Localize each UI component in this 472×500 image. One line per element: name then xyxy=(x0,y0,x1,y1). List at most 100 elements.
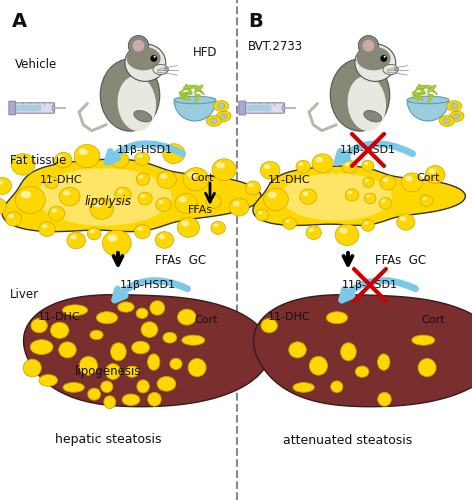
Ellipse shape xyxy=(260,162,280,179)
Polygon shape xyxy=(24,294,270,406)
Ellipse shape xyxy=(141,194,145,198)
Text: 11β-HSD1: 11β-HSD1 xyxy=(340,145,396,155)
Ellipse shape xyxy=(108,234,118,242)
Polygon shape xyxy=(253,166,465,226)
Ellipse shape xyxy=(364,222,368,224)
Ellipse shape xyxy=(405,176,413,182)
Ellipse shape xyxy=(167,147,174,152)
Ellipse shape xyxy=(139,175,143,178)
Ellipse shape xyxy=(148,392,161,406)
Ellipse shape xyxy=(179,92,185,100)
Text: 11-DHC: 11-DHC xyxy=(268,175,311,185)
Ellipse shape xyxy=(42,224,47,228)
Ellipse shape xyxy=(179,94,186,99)
Text: 11β-HSD1: 11β-HSD1 xyxy=(117,145,173,155)
Ellipse shape xyxy=(362,220,375,232)
Ellipse shape xyxy=(23,359,41,377)
Ellipse shape xyxy=(379,198,392,209)
Ellipse shape xyxy=(209,197,214,201)
Polygon shape xyxy=(2,159,261,232)
Ellipse shape xyxy=(312,154,333,173)
Ellipse shape xyxy=(261,318,278,332)
Ellipse shape xyxy=(229,198,249,216)
Text: HFD: HFD xyxy=(193,46,218,59)
Ellipse shape xyxy=(39,374,58,386)
Ellipse shape xyxy=(194,94,202,97)
Ellipse shape xyxy=(90,198,114,220)
Ellipse shape xyxy=(63,305,88,316)
Ellipse shape xyxy=(343,160,357,173)
Polygon shape xyxy=(280,174,392,220)
Ellipse shape xyxy=(413,86,420,93)
Ellipse shape xyxy=(163,144,185,164)
Ellipse shape xyxy=(111,152,129,168)
Text: B: B xyxy=(248,12,263,31)
Ellipse shape xyxy=(433,90,438,95)
Ellipse shape xyxy=(220,114,227,119)
Ellipse shape xyxy=(381,200,386,202)
Ellipse shape xyxy=(63,382,84,392)
Ellipse shape xyxy=(177,218,200,238)
Ellipse shape xyxy=(118,302,134,312)
Ellipse shape xyxy=(425,166,445,184)
Ellipse shape xyxy=(118,76,156,131)
Ellipse shape xyxy=(187,172,196,178)
Ellipse shape xyxy=(70,235,76,240)
Text: 11β-HSD1: 11β-HSD1 xyxy=(120,280,176,290)
Wedge shape xyxy=(407,100,449,121)
Ellipse shape xyxy=(258,211,262,214)
Ellipse shape xyxy=(412,335,435,345)
Circle shape xyxy=(133,40,144,52)
Ellipse shape xyxy=(263,188,288,210)
Ellipse shape xyxy=(216,111,231,122)
Ellipse shape xyxy=(450,104,458,108)
Ellipse shape xyxy=(306,226,321,239)
FancyBboxPatch shape xyxy=(16,104,42,112)
Ellipse shape xyxy=(135,152,150,166)
Ellipse shape xyxy=(256,209,269,221)
Ellipse shape xyxy=(15,186,45,214)
Ellipse shape xyxy=(55,152,72,168)
Ellipse shape xyxy=(90,230,94,233)
Circle shape xyxy=(151,55,157,62)
Ellipse shape xyxy=(427,86,435,92)
Ellipse shape xyxy=(156,198,171,211)
Ellipse shape xyxy=(447,101,462,112)
Text: lipolysis: lipolysis xyxy=(84,196,132,208)
FancyBboxPatch shape xyxy=(14,103,54,113)
Ellipse shape xyxy=(218,104,225,108)
Ellipse shape xyxy=(163,332,177,343)
Ellipse shape xyxy=(282,105,285,111)
Ellipse shape xyxy=(309,228,314,232)
Ellipse shape xyxy=(427,85,436,92)
Ellipse shape xyxy=(366,195,371,198)
Ellipse shape xyxy=(355,44,396,82)
Ellipse shape xyxy=(422,197,427,200)
Ellipse shape xyxy=(159,234,165,239)
Ellipse shape xyxy=(383,178,388,182)
Ellipse shape xyxy=(175,194,197,214)
Ellipse shape xyxy=(364,193,376,203)
Ellipse shape xyxy=(160,174,167,178)
Ellipse shape xyxy=(429,168,436,173)
Ellipse shape xyxy=(346,189,359,201)
Ellipse shape xyxy=(51,208,57,212)
Ellipse shape xyxy=(88,388,101,400)
Ellipse shape xyxy=(8,214,14,218)
Ellipse shape xyxy=(185,92,193,95)
Ellipse shape xyxy=(164,68,169,71)
Ellipse shape xyxy=(49,206,65,221)
Circle shape xyxy=(362,40,374,52)
Ellipse shape xyxy=(31,318,47,332)
Ellipse shape xyxy=(183,168,209,191)
FancyBboxPatch shape xyxy=(246,104,271,112)
Ellipse shape xyxy=(0,198,7,214)
Ellipse shape xyxy=(213,224,219,227)
Ellipse shape xyxy=(52,105,55,111)
Ellipse shape xyxy=(15,157,24,163)
Ellipse shape xyxy=(170,358,182,370)
Ellipse shape xyxy=(136,173,150,186)
Ellipse shape xyxy=(355,366,369,378)
Text: FFAs  GC: FFAs GC xyxy=(155,254,206,266)
Ellipse shape xyxy=(413,92,423,100)
